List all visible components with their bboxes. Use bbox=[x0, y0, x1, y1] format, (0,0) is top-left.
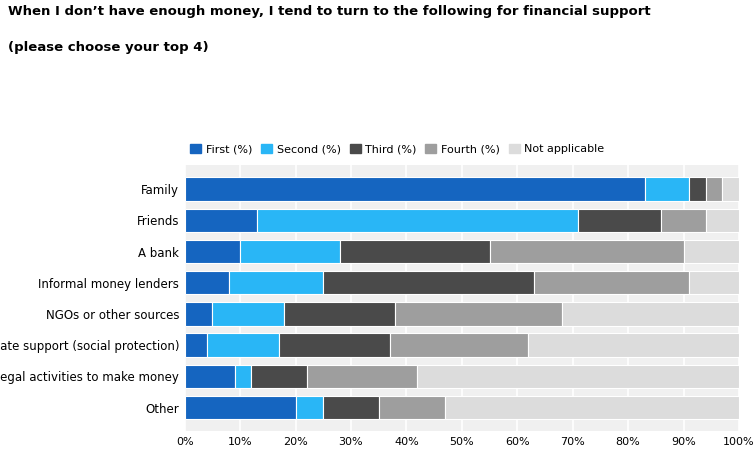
Bar bbox=[379, 396, 445, 420]
Bar bbox=[234, 365, 251, 388]
Bar bbox=[257, 208, 578, 232]
Bar bbox=[307, 365, 418, 388]
Bar bbox=[722, 177, 739, 201]
Bar bbox=[340, 240, 489, 263]
Bar bbox=[185, 365, 234, 388]
Bar bbox=[683, 240, 739, 263]
Bar bbox=[185, 334, 207, 357]
Bar bbox=[185, 396, 296, 420]
Bar bbox=[207, 334, 279, 357]
Bar bbox=[185, 271, 229, 294]
Bar bbox=[489, 240, 683, 263]
Bar bbox=[296, 396, 323, 420]
Bar bbox=[323, 271, 534, 294]
Bar bbox=[240, 240, 340, 263]
Bar bbox=[706, 177, 722, 201]
Bar bbox=[323, 396, 379, 420]
Text: (please choose your top 4): (please choose your top 4) bbox=[8, 41, 208, 54]
Bar bbox=[445, 396, 739, 420]
Bar bbox=[706, 208, 739, 232]
Bar bbox=[395, 302, 562, 326]
Bar bbox=[279, 334, 390, 357]
Bar bbox=[534, 271, 689, 294]
Bar bbox=[229, 271, 323, 294]
Bar bbox=[689, 271, 739, 294]
Bar bbox=[661, 208, 706, 232]
Text: When I don’t have enough money, I tend to turn to the following for financial su: When I don’t have enough money, I tend t… bbox=[8, 5, 650, 17]
Bar bbox=[689, 177, 706, 201]
Bar bbox=[213, 302, 284, 326]
Bar bbox=[562, 302, 739, 326]
Bar bbox=[284, 302, 395, 326]
Bar bbox=[185, 208, 257, 232]
Bar bbox=[645, 177, 689, 201]
Bar bbox=[185, 302, 213, 326]
Bar bbox=[418, 365, 739, 388]
Bar bbox=[578, 208, 661, 232]
Legend: First (%), Second (%), Third (%), Fourth (%), Not applicable: First (%), Second (%), Third (%), Fourth… bbox=[190, 144, 605, 154]
Bar bbox=[185, 177, 645, 201]
Bar bbox=[390, 334, 529, 357]
Bar bbox=[529, 334, 739, 357]
Bar bbox=[185, 240, 240, 263]
Bar bbox=[251, 365, 307, 388]
